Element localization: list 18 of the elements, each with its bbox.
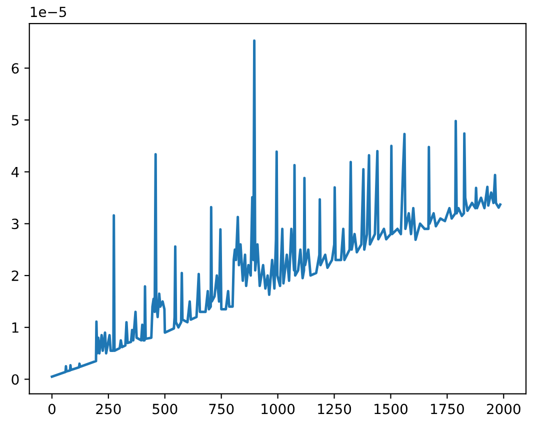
- x-tick-label: 1750: [431, 404, 464, 414]
- y-tick-label: 4: [11, 166, 19, 178]
- y-tick-label: 0: [12, 374, 19, 385]
- x-tick-label: 750: [209, 404, 234, 414]
- y-tick-label: 5: [12, 115, 18, 126]
- y-tick-label: 2: [12, 270, 18, 281]
- x-tick-label: 500: [152, 404, 178, 414]
- x-tick-label: 2000: [486, 404, 520, 414]
- x-tick-label: 0: [48, 404, 56, 414]
- y-tick-label: 6: [12, 63, 19, 74]
- y-tick-label: 3: [12, 218, 19, 230]
- y-tick-label: 1: [12, 322, 18, 333]
- text: 1e−5: [30, 6, 66, 18]
- x-tick-label: 1250: [318, 404, 352, 414]
- line-series: [50, 39, 502, 378]
- x-tick-label: 1000: [262, 404, 295, 414]
- x-tick-label: 1500: [374, 404, 408, 414]
- x-tick-label: 250: [96, 404, 121, 414]
